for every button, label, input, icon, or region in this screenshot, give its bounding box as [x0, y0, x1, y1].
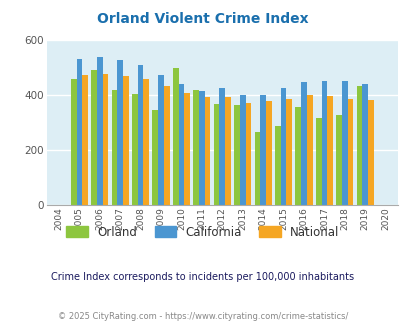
Text: © 2025 CityRating.com - https://www.cityrating.com/crime-statistics/: © 2025 CityRating.com - https://www.city…	[58, 312, 347, 321]
Bar	[111, 90, 117, 205]
Bar	[254, 132, 260, 205]
Bar	[315, 118, 321, 205]
Bar	[91, 70, 97, 205]
Bar	[274, 126, 280, 205]
Bar	[295, 107, 301, 205]
Bar	[137, 65, 143, 205]
Bar	[280, 88, 286, 205]
Bar	[245, 103, 251, 205]
Bar	[164, 86, 169, 205]
Bar	[76, 59, 82, 205]
Bar	[102, 74, 108, 205]
Bar	[301, 82, 306, 205]
Bar	[260, 95, 265, 205]
Bar	[184, 93, 190, 205]
Bar	[367, 100, 373, 205]
Bar	[173, 68, 178, 205]
Bar	[213, 104, 219, 205]
Bar	[225, 97, 230, 205]
Bar	[335, 115, 341, 205]
Bar	[97, 57, 102, 205]
Text: Crime Index corresponds to incidents per 100,000 inhabitants: Crime Index corresponds to incidents per…	[51, 272, 354, 282]
Bar	[143, 80, 149, 205]
Bar	[178, 83, 184, 205]
Bar	[198, 91, 204, 205]
Bar	[356, 86, 361, 205]
Bar	[321, 81, 326, 205]
Bar	[347, 99, 352, 205]
Bar	[123, 76, 128, 205]
Bar	[193, 90, 198, 205]
Bar	[341, 81, 347, 205]
Bar	[117, 60, 123, 205]
Bar	[361, 84, 367, 205]
Bar	[70, 80, 76, 205]
Bar	[204, 97, 210, 205]
Text: Orland Violent Crime Index: Orland Violent Crime Index	[97, 12, 308, 25]
Bar	[234, 105, 239, 205]
Bar	[82, 75, 88, 205]
Bar	[286, 99, 291, 205]
Bar	[219, 88, 225, 205]
Bar	[239, 95, 245, 205]
Bar	[152, 110, 158, 205]
Bar	[326, 96, 332, 205]
Bar	[158, 75, 164, 205]
Bar	[265, 102, 271, 205]
Legend: Orland, California, National: Orland, California, National	[62, 221, 343, 243]
Bar	[306, 95, 312, 205]
Bar	[132, 94, 137, 205]
